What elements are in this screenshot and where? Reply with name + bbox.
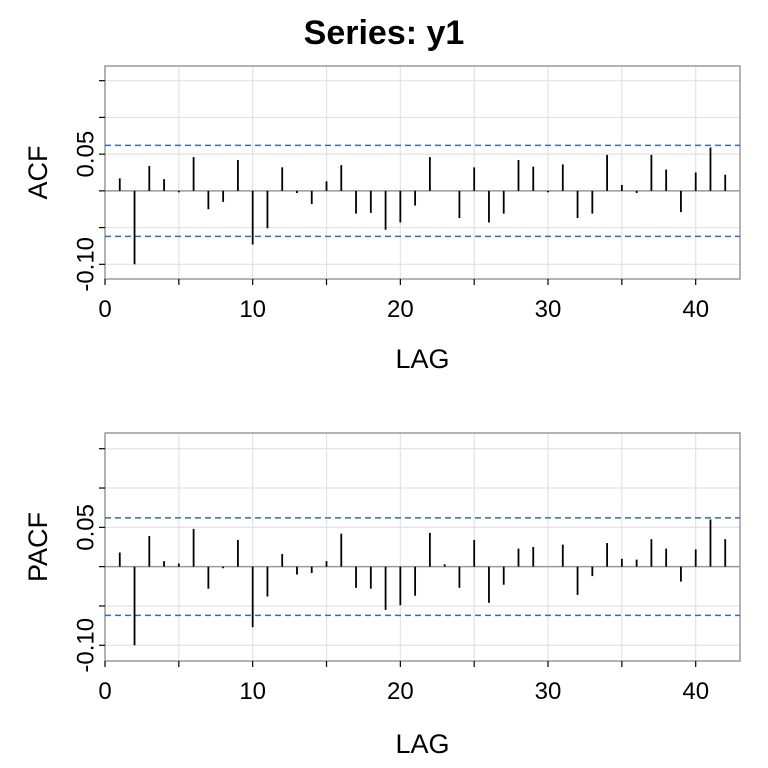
acf-x-tick-label: 10 [239, 296, 266, 323]
acf-plot-frame [104, 65, 741, 280]
chart-title: Series: y1 [303, 14, 465, 52]
acf-y-axis-title: ACF [23, 146, 53, 200]
pacf-x-tick-label: 30 [535, 678, 562, 705]
acf-x-tick-label: 40 [682, 296, 709, 323]
pacf-plot-frame [104, 432, 741, 662]
acf-x-tick-label: 30 [535, 296, 562, 323]
pacf-y-tick-label: 0.05 [73, 504, 100, 551]
pacf-x-axis-title: LAG [395, 729, 449, 759]
acf-x-tick-label: 0 [98, 296, 111, 323]
pacf-x-tick-label: 40 [682, 678, 709, 705]
acf-y-tick-label: 0.05 [73, 131, 100, 178]
acf-panel: 0 10 20 30 40 -0.10 0.05 LAG ACF [23, 65, 741, 374]
pacf-panel: 0 10 20 30 40 -0.10 0.05 LAG PACF [23, 432, 741, 759]
pacf-x-tick-label: 20 [387, 678, 414, 705]
acf-y-tick-label: -0.10 [73, 237, 100, 292]
acf-x-axis-title: LAG [395, 344, 449, 374]
acf-x-tick-label: 20 [387, 296, 414, 323]
pacf-x-tick-label: 0 [98, 678, 111, 705]
pacf-y-axis-title: PACF [23, 512, 53, 582]
pacf-y-tick-label: -0.10 [73, 618, 100, 673]
pacf-x-tick-label: 10 [239, 678, 266, 705]
